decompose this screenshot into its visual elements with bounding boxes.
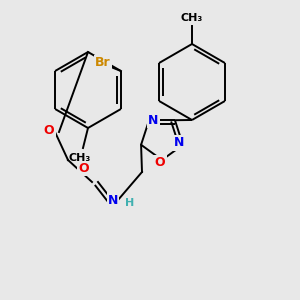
Text: H: H [125,198,134,208]
Text: O: O [44,124,54,136]
Text: N: N [108,194,118,206]
Text: N: N [148,114,158,127]
Text: Br: Br [95,56,111,70]
Text: N: N [174,136,184,149]
Text: O: O [155,157,165,169]
Text: CH₃: CH₃ [181,13,203,23]
Text: O: O [79,161,89,175]
Text: CH₃: CH₃ [69,153,91,163]
